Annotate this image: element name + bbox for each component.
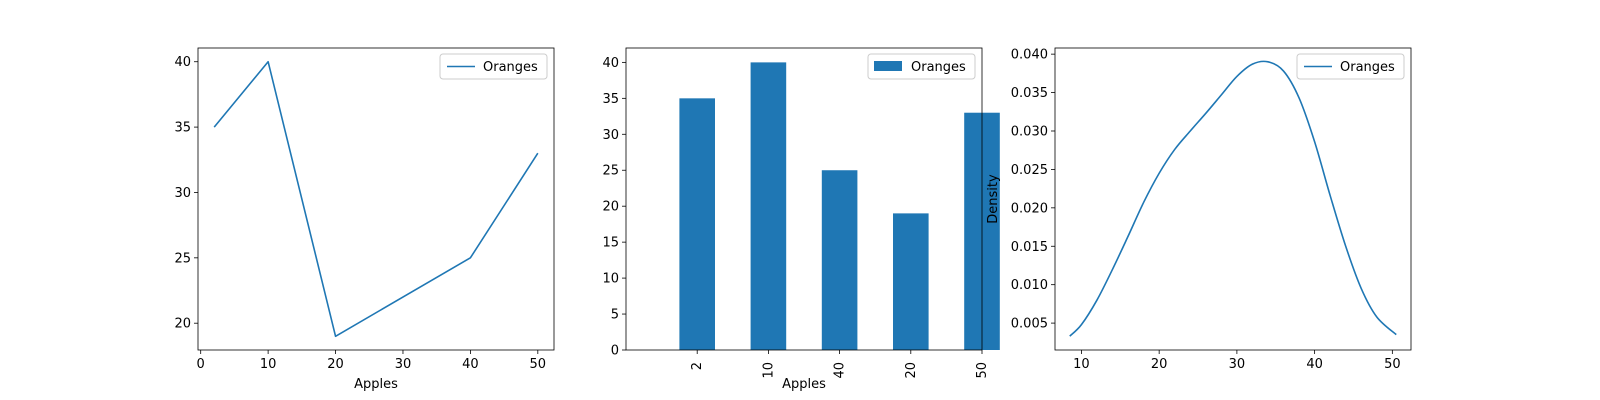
y-axis-label: Density (986, 174, 1001, 224)
x-tick-label: 30 (395, 357, 412, 372)
x-tick-label: 30 (1229, 357, 1246, 372)
chart-3: 10 20 30 40 50 0.005 0.010 0.015 0.020 0.025 0.030… (986, 47, 1412, 372)
y-tick-label: 20 (174, 317, 191, 332)
legend-frame (439, 53, 548, 80)
bar (679, 98, 715, 350)
y-tick-label: 0.035 (1011, 86, 1048, 101)
y-tick-label: 0.010 (1011, 278, 1048, 293)
x-axis-label: Apples (354, 377, 398, 392)
x-tick-label: 20 (904, 362, 919, 379)
legend-frame (867, 53, 976, 80)
x-tick-label: 50 (530, 357, 547, 372)
legend: Oranges (439, 53, 548, 80)
x-tick-label: 40 (462, 357, 479, 372)
y-tick-label: 40 (174, 55, 191, 70)
chart-2: 2 10 40 20 50 0 5 10 15 20 25 30 35 40 Apples Oranges (602, 47, 1000, 392)
series-line (213, 60, 539, 338)
x-axis-label: Apples (782, 377, 826, 392)
x-tick-label: 10 (260, 357, 277, 372)
legend-label: Oranges (1340, 60, 1395, 75)
y-tick-label: 35 (602, 92, 619, 107)
y-tick-label: 10 (602, 272, 619, 287)
y-tick-label: 20 (602, 200, 619, 215)
axes-frame (1054, 47, 1412, 351)
bar (821, 170, 858, 350)
y-tick-label: 0.030 (1011, 124, 1048, 139)
y-tick-label: 40 (602, 56, 619, 71)
legend: Oranges (867, 53, 976, 80)
y-tick-label: 15 (602, 236, 619, 251)
y-tick-label: 0.005 (1011, 317, 1048, 332)
y-tick-label: 30 (602, 128, 619, 143)
y-tick-label: 5 (611, 308, 619, 323)
legend-frame (1296, 53, 1405, 80)
y-tick-label: 25 (174, 251, 191, 266)
x-tick-label: 10 (761, 362, 776, 379)
y-tick-label: 30 (174, 186, 191, 201)
axes-frame (197, 47, 555, 351)
bar (893, 213, 929, 350)
legend-bar-marker (874, 61, 902, 71)
y-tick-label: 25 (602, 164, 619, 179)
y-tick-label: 0.020 (1011, 201, 1048, 216)
y-tick-label: 35 (174, 121, 191, 136)
x-tick-label: 2 (690, 362, 705, 370)
legend: Oranges (1296, 53, 1405, 80)
x-tick-label: 20 (1151, 357, 1168, 372)
legend-label: Oranges (483, 60, 538, 75)
y-tick-label: 0.040 (1011, 48, 1048, 63)
y-tick-label: 0.015 (1011, 240, 1048, 255)
x-tick-label: 40 (1306, 357, 1323, 372)
bar (750, 62, 787, 350)
axes-frame (625, 47, 983, 351)
legend-label: Oranges (911, 60, 966, 75)
chart-1: 0 10 20 30 40 50 20 25 30 35 40 Apples Oranges (174, 47, 555, 392)
x-tick-label: 20 (327, 357, 344, 372)
y-tick-label: 0 (611, 344, 619, 359)
x-tick-label: 10 (1073, 357, 1090, 372)
density-curve (1069, 60, 1397, 337)
x-tick-label: 0 (197, 357, 205, 372)
y-tick-label: 0.025 (1011, 163, 1048, 178)
x-tick-label: 50 (1384, 357, 1401, 372)
x-tick-label: 50 (975, 362, 990, 379)
x-tick-label: 40 (833, 362, 848, 379)
